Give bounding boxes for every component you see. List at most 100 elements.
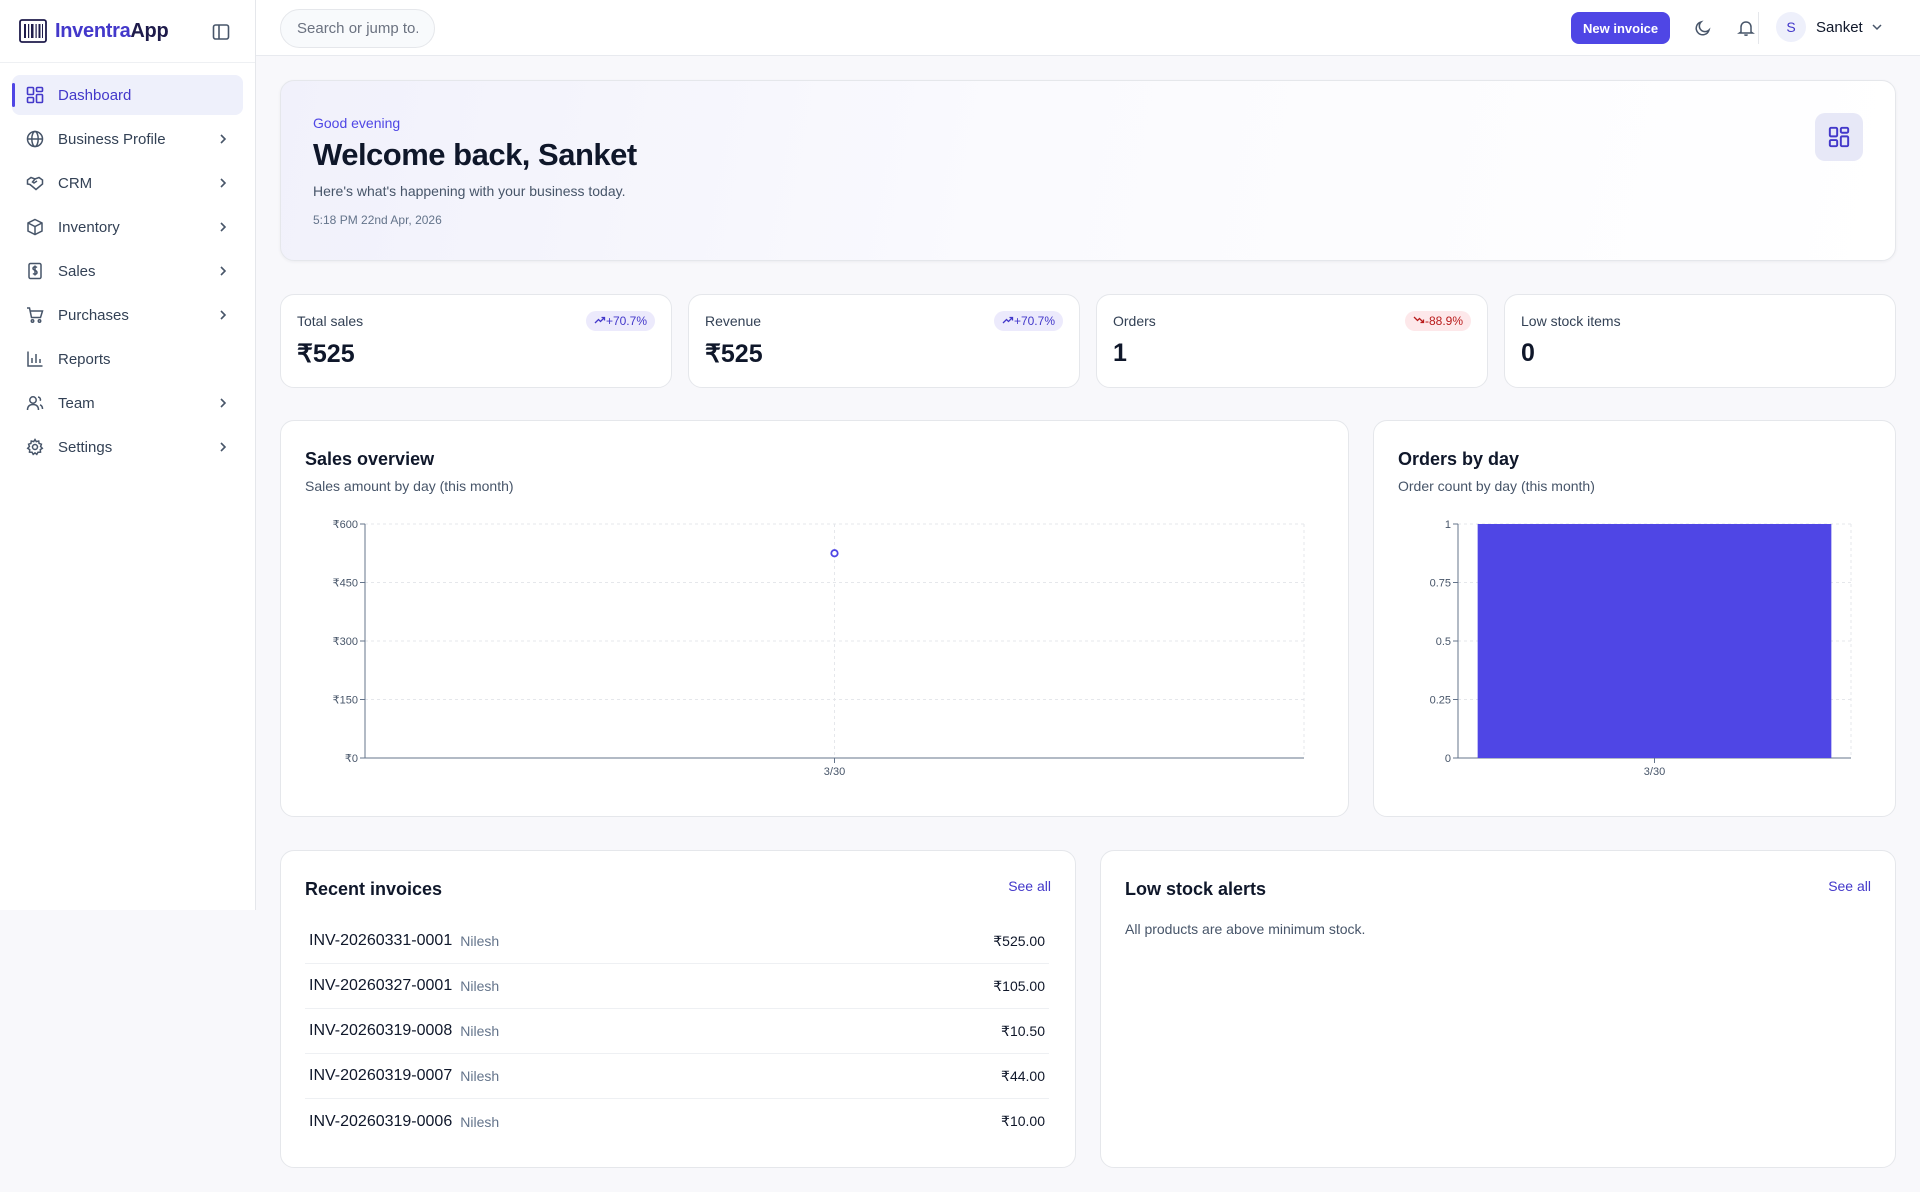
invoice-customer: Nilesh <box>460 978 500 994</box>
bell-icon[interactable] <box>1734 16 1758 40</box>
app-name-part1: Inventra <box>55 19 131 42</box>
bar-chart-icon <box>24 348 46 370</box>
sidebar-item-label: Dashboard <box>58 86 132 104</box>
receipt-dollar-icon <box>24 260 46 282</box>
sales-overview-card: Sales overview Sales amount by day (this… <box>280 420 1349 817</box>
invoice-amount: ₹10.00 <box>1001 1113 1045 1129</box>
sidebar-toggle-icon[interactable] <box>209 20 233 44</box>
package-icon <box>24 216 46 238</box>
stat-value: 1 <box>1113 339 1127 367</box>
table-row[interactable]: INV-20260319-0008 Nilesh ₹10.50 <box>305 1009 1049 1054</box>
sales-data-point <box>830 549 839 558</box>
trend-down-icon <box>1413 314 1425 328</box>
stat-card-total-sales: Total sales +70.7% ₹525 <box>280 294 672 388</box>
chevron-right-icon <box>215 131 231 147</box>
orders-y-tick-label: 0 <box>1445 753 1451 765</box>
barcode-logo-icon <box>18 16 48 46</box>
sidebar-item-label: Sales <box>58 262 96 280</box>
sidebar-item-team[interactable]: Team <box>12 383 243 423</box>
stat-value: 0 <box>1521 339 1535 367</box>
panel-subtitle: Sales amount by day (this month) <box>305 478 514 494</box>
chevron-right-icon <box>215 263 231 279</box>
chevron-right-icon <box>215 219 231 235</box>
invoice-id: INV-20260331-0001 <box>309 932 453 949</box>
sidebar-item-label: Reports <box>58 350 111 368</box>
orders-bar-chart: 0 0.25 0.5 0.75 1 3/30 <box>1430 519 1852 778</box>
sidebar: InventraApp Dashboard Business Profile C… <box>0 0 256 910</box>
table-row[interactable]: INV-20260327-0001 Nilesh ₹105.00 <box>305 964 1049 1009</box>
search-input[interactable] <box>280 9 435 48</box>
sidebar-item-label: Settings <box>58 438 113 456</box>
invoice-id: INV-20260327-0001 <box>309 977 453 994</box>
dashboard-layout-icon[interactable] <box>1815 113 1863 161</box>
sidebar-item-inventory[interactable]: Inventory <box>12 207 243 247</box>
topbar: New invoice S Sanket <box>256 0 1920 56</box>
stat-label: Revenue <box>705 313 762 329</box>
orders-y-tick-label: 0.25 <box>1430 695 1451 707</box>
globe-icon <box>24 128 46 150</box>
orders-by-day-card: Orders by day Order count by day (this m… <box>1373 420 1896 817</box>
chevron-right-icon <box>215 439 231 455</box>
orders-y-tick-label: 0.5 <box>1436 636 1451 648</box>
orders-y-tick-label: 0.75 <box>1430 578 1451 590</box>
trend-up-icon <box>594 314 606 328</box>
orders-y-tick-label: 1 <box>1445 519 1451 531</box>
panel-title: Recent invoices <box>305 879 443 899</box>
sidebar-item-crm[interactable]: CRM <box>12 163 243 203</box>
orders-x-tick-label: 3/30 <box>1644 766 1665 778</box>
cart-icon <box>24 304 46 326</box>
invoice-customer: Nilesh <box>460 1113 500 1130</box>
new-invoice-button[interactable]: New invoice <box>1571 12 1671 44</box>
sales-y-tick-label: ₹450 <box>333 578 358 590</box>
moon-icon[interactable] <box>1691 16 1715 40</box>
sidebar-item-purchases[interactable]: Purchases <box>12 295 243 335</box>
dashboard-icon <box>24 84 46 106</box>
sidebar-item-sales[interactable]: Sales <box>12 251 243 291</box>
stat-card-low-stock: Low stock items 0 <box>1504 294 1896 388</box>
invoice-id: INV-20260319-0007 <box>309 1067 453 1084</box>
low-stock-card: Low stock alerts See all All products ar… <box>1100 850 1896 1168</box>
invoice-customer: Nilesh <box>460 933 500 949</box>
sales-x-tick-label: 3/30 <box>824 766 845 778</box>
orders-bar <box>1477 524 1832 758</box>
greeting: Good evening <box>313 115 401 131</box>
welcome-subtitle: Here's what's happening with your busine… <box>313 183 626 199</box>
sidebar-item-label: Business Profile <box>58 130 166 148</box>
chevron-right-icon <box>215 395 231 411</box>
sidebar-item-label: Inventory <box>58 218 120 236</box>
see-all-low-stock-link[interactable]: See all <box>1828 878 1871 894</box>
table-row[interactable]: INV-20260319-0007 Nilesh ₹44.00 <box>305 1054 1049 1099</box>
invoice-id: INV-20260319-0008 <box>309 1022 453 1039</box>
gear-icon <box>24 436 46 458</box>
sidebar-item-label: Purchases <box>58 306 129 324</box>
user-menu[interactable]: S Sanket <box>1776 12 1885 42</box>
chevron-right-icon <box>215 175 231 191</box>
stat-value: ₹525 <box>297 340 355 368</box>
sidebar-item-business-profile[interactable]: Business Profile <box>12 119 243 159</box>
topbar-divider <box>1758 12 1759 44</box>
sales-y-tick-label: ₹600 <box>333 519 358 531</box>
welcome-card: Good evening Welcome back, Sanket Here's… <box>280 80 1896 261</box>
status-badge: -88.9% <box>1404 311 1471 331</box>
app-name-part2: App <box>130 19 169 42</box>
sidebar-item-reports[interactable]: Reports <box>12 339 243 379</box>
invoice-customer: Nilesh <box>460 1068 500 1084</box>
app-name: InventraApp <box>55 19 169 43</box>
sales-line-chart: ₹0 ₹150 ₹300 ₹450 ₹600 3/30 <box>333 519 1305 778</box>
sidebar-item-settings[interactable]: Settings <box>12 427 243 467</box>
welcome-timestamp: 5:18 PM 22nd Apr, 2026 <box>313 213 442 227</box>
see-all-invoices-link[interactable]: See all <box>1008 878 1051 894</box>
chevron-right-icon <box>215 307 231 323</box>
table-row[interactable]: INV-20260319-0006 Nilesh ₹10.00 <box>305 1099 1049 1144</box>
stat-value: ₹525 <box>705 340 763 368</box>
trend-up-icon <box>1002 314 1014 328</box>
sidebar-item-dashboard[interactable]: Dashboard <box>12 75 243 115</box>
sales-y-tick-label: ₹300 <box>333 636 358 648</box>
status-badge: +70.7% <box>585 311 655 331</box>
badge-text: +70.7% <box>1013 314 1055 328</box>
sales-y-tick-label: ₹0 <box>345 753 358 765</box>
brand: InventraApp <box>0 0 255 63</box>
table-row[interactable]: INV-20260331-0001 Nilesh ₹525.00 <box>305 919 1049 964</box>
sidebar-nav: Dashboard Business Profile CRM Inventory <box>0 63 255 483</box>
panel-title: Orders by day <box>1398 449 1520 469</box>
